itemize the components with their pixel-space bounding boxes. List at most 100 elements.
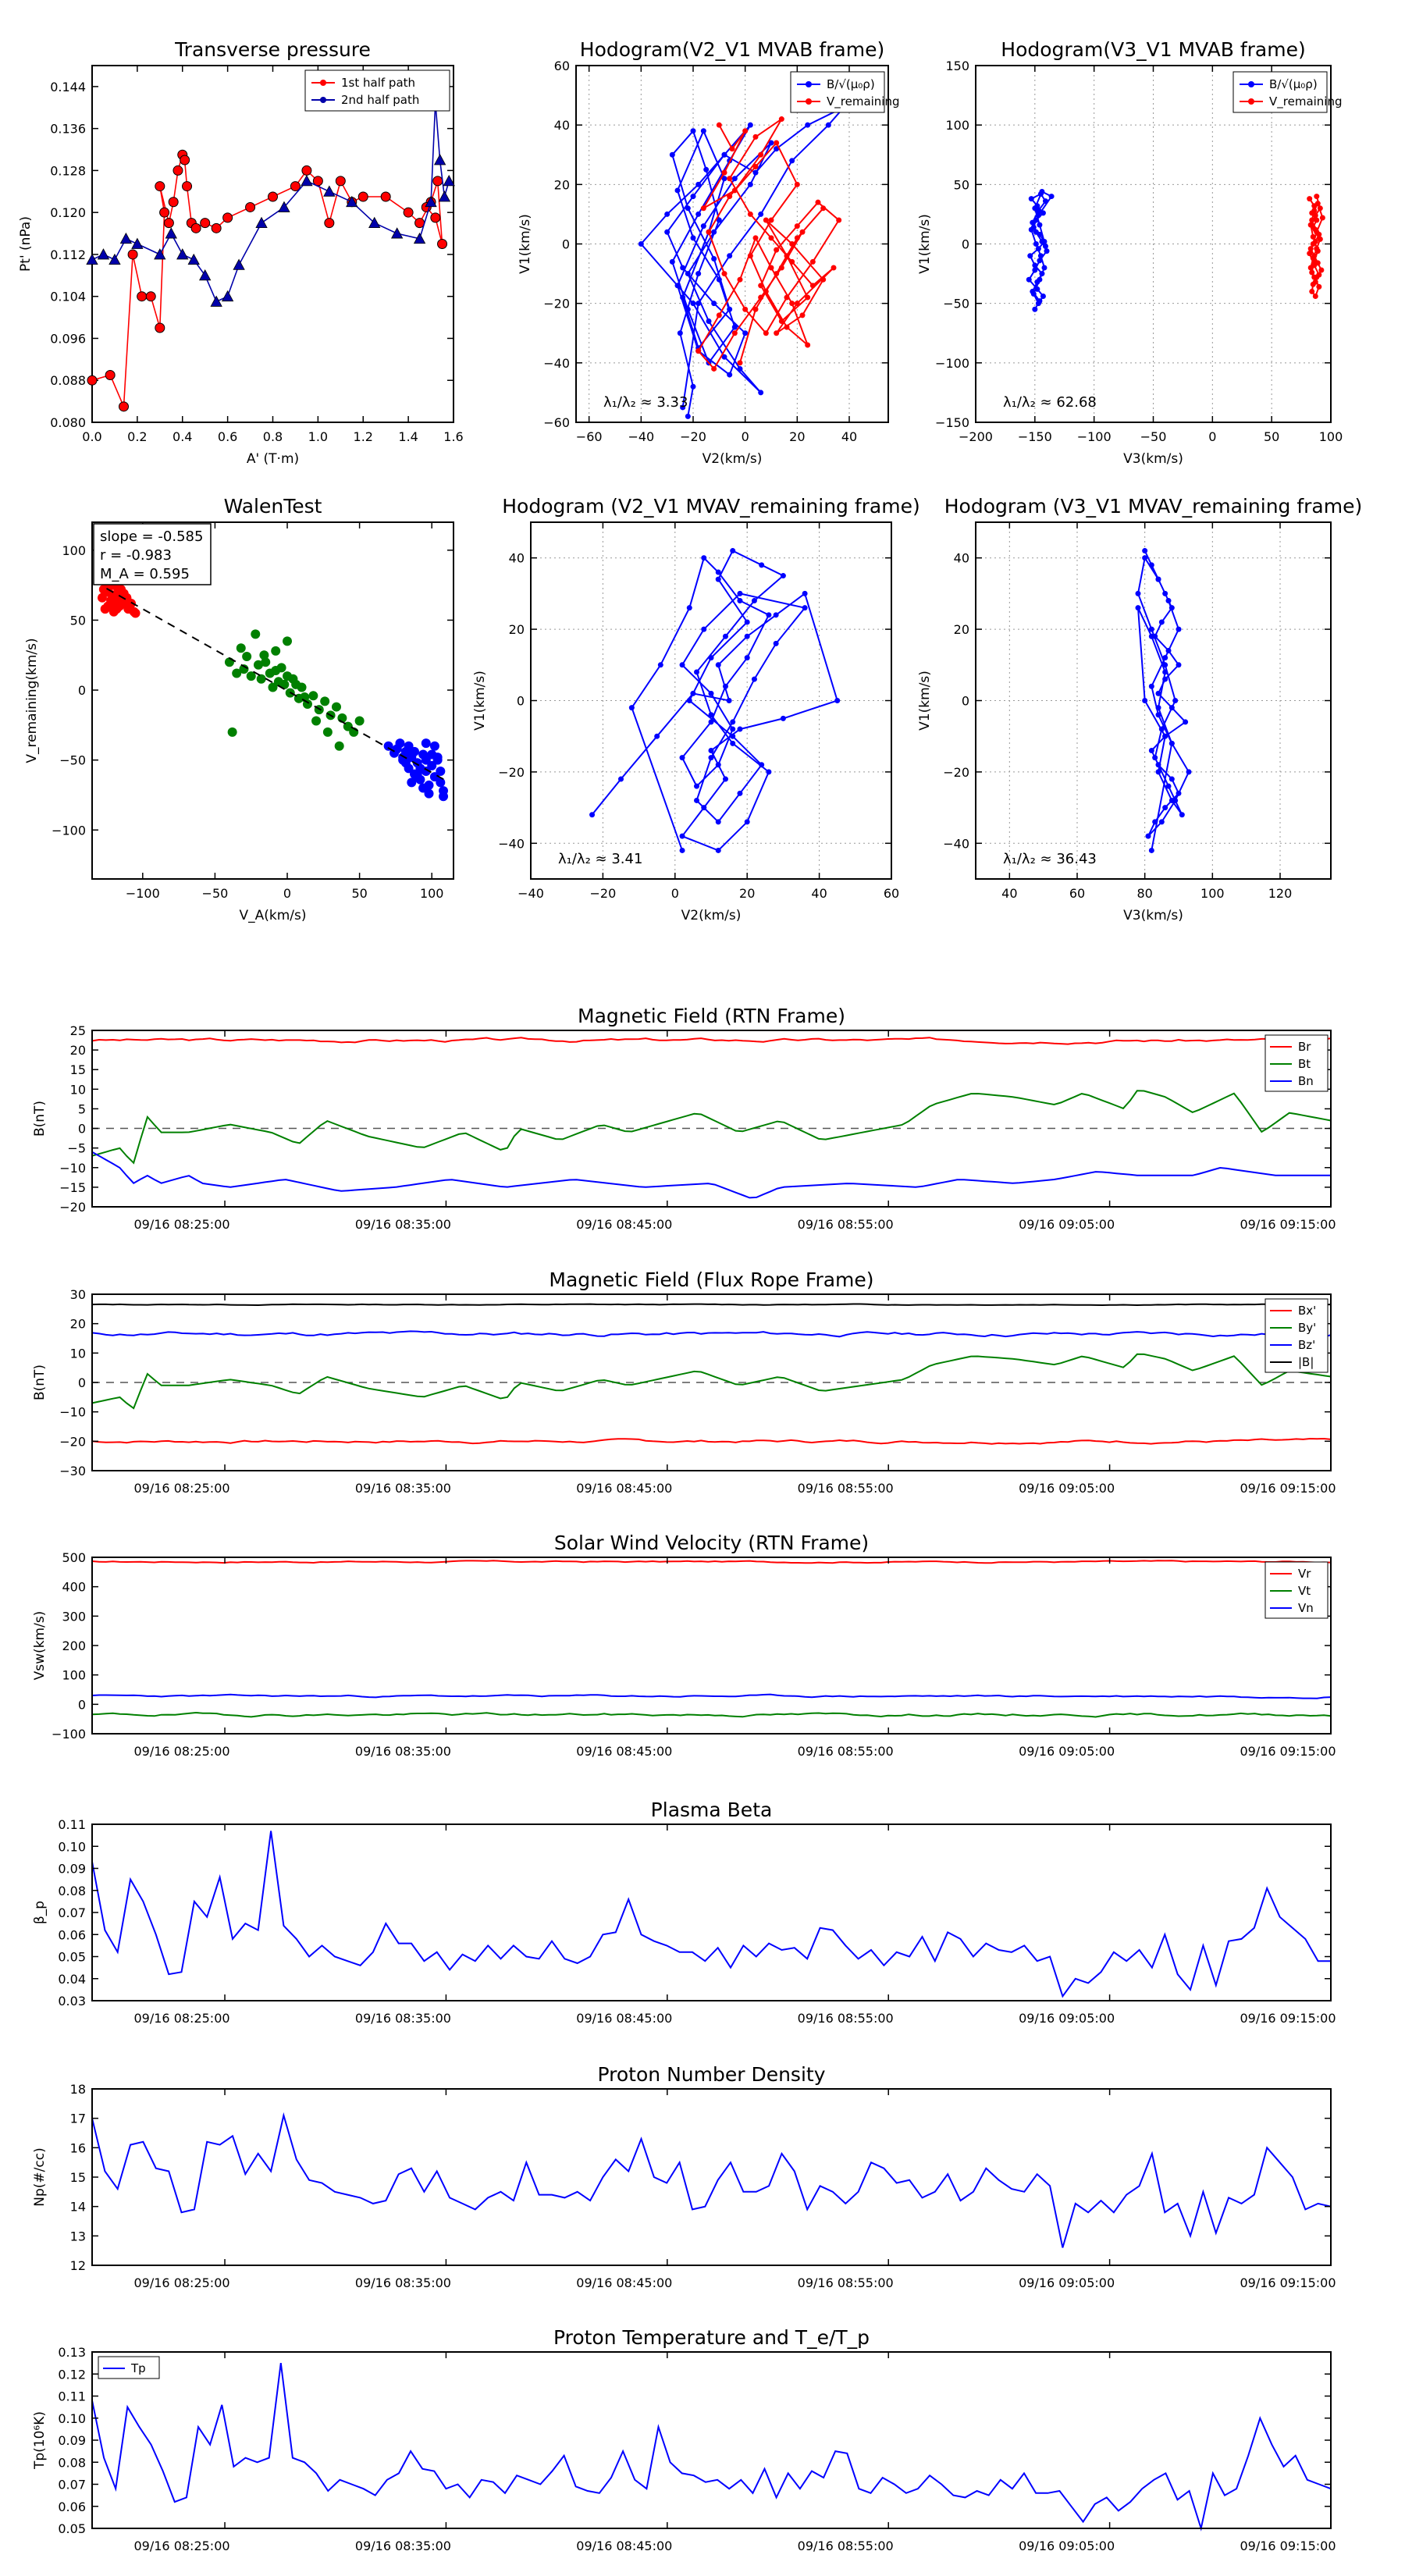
x-tick-label: 0 <box>1208 429 1216 444</box>
time-tick-label: 09/16 08:35:00 <box>355 2275 451 2290</box>
data-point <box>730 733 736 739</box>
legend-label: Bt <box>1298 1057 1311 1071</box>
time-tick-label: 09/16 08:45:00 <box>576 1217 672 1232</box>
walen-point-2 <box>392 744 402 754</box>
chart-title: Hodogram(V3_V1 MVAB frame) <box>1001 38 1305 61</box>
data-point <box>173 165 183 176</box>
data-point <box>301 175 313 187</box>
data-point <box>1035 212 1041 219</box>
y-tick-label: 50 <box>954 177 969 192</box>
walen-point-1 <box>227 727 237 737</box>
data-point <box>778 116 784 123</box>
time-tick-label: 09/16 08:45:00 <box>576 2011 672 2026</box>
time-tick-label: 09/16 09:15:00 <box>1240 1481 1336 1496</box>
x-tick-label: 50 <box>351 886 367 901</box>
data-point <box>233 258 245 270</box>
data-point <box>715 576 721 582</box>
chart-title: Hodogram (V2_V1 MVAV_remaining frame) <box>502 495 920 518</box>
walen-point-0 <box>103 601 113 611</box>
data-point <box>664 211 670 217</box>
x-tick-label: 80 <box>1136 886 1152 901</box>
walen-point-1 <box>246 671 256 681</box>
data-point <box>815 199 821 205</box>
series-line-Bt <box>91 1090 1332 1165</box>
data-point <box>679 833 685 839</box>
data-point <box>211 222 222 233</box>
data-point <box>433 154 446 165</box>
x-tick-label: −20 <box>680 429 706 444</box>
walen-point-1 <box>232 668 242 678</box>
walen-point-1 <box>276 663 286 673</box>
time-tick-label: 09/16 08:25:00 <box>134 1217 230 1232</box>
y-tick-label: 18 <box>70 2082 86 2097</box>
y-tick-label: 0 <box>78 1122 86 1137</box>
y-tick-label: 13 <box>70 2229 86 2243</box>
x-tick-label: 0.0 <box>82 429 101 444</box>
y-tick-label: 0.13 <box>58 2345 86 2360</box>
data-point <box>425 195 437 208</box>
time-tick-label: 09/16 09:15:00 <box>1240 1217 1336 1232</box>
walen-point-0 <box>119 589 129 599</box>
data-point <box>685 413 691 419</box>
time-tick-label: 09/16 09:15:00 <box>1240 1744 1336 1759</box>
data-point <box>727 306 733 312</box>
data-point <box>1318 267 1325 273</box>
time-tick-label: 09/16 08:35:00 <box>355 1217 451 1232</box>
time-tick-label: 09/16 09:05:00 <box>1019 1481 1115 1496</box>
y-tick-label: −100 <box>52 823 86 838</box>
data-point <box>708 690 714 696</box>
data-point <box>679 662 685 668</box>
panel-mag_fr: 09/16 08:25:00 09/16 08:35:00 09/16 08:45:… <box>32 1268 1336 1496</box>
time-tick-label: 09/16 09:15:00 <box>1240 2275 1336 2290</box>
data-point <box>716 217 722 223</box>
walen-point-1 <box>256 674 266 684</box>
data-point <box>752 169 759 176</box>
walen-point-2 <box>436 767 446 777</box>
y-tick-label: 0.12 <box>58 2367 86 2382</box>
data-point <box>1162 733 1168 739</box>
data-point <box>744 633 750 639</box>
series-line-Br <box>91 1037 1332 1045</box>
y-tick-label: 40 <box>509 551 525 566</box>
data-point <box>1317 205 1323 212</box>
y-tick-label: −20 <box>498 765 525 780</box>
data-point <box>690 128 696 134</box>
panel-h3: −40 −20 0 20 40 60 −40 −20 0 20 40 Hodogram (V2_V1 … <box>472 495 920 923</box>
y-tick-label: 10 <box>70 1346 86 1361</box>
data-point <box>1035 301 1041 307</box>
data-point <box>654 733 660 739</box>
data-point <box>1034 286 1040 292</box>
data-point <box>413 232 426 244</box>
y-tick-label: 5 <box>78 1101 86 1116</box>
y-tick-label: 400 <box>62 1580 86 1595</box>
panel-tp: 09/16 08:25:00 09/16 08:35:00 09/16 08:45:… <box>32 2326 1336 2553</box>
data-point <box>1311 258 1318 264</box>
data-point <box>1155 762 1161 768</box>
y-tick-label: −20 <box>943 765 969 780</box>
series-line-Bx' <box>91 1437 1332 1445</box>
data-point <box>1312 294 1318 300</box>
data-point <box>706 229 712 235</box>
x-tick-label: 100 <box>1319 429 1343 444</box>
data-point <box>690 194 696 200</box>
data-point <box>794 235 800 241</box>
data-point <box>1312 212 1318 219</box>
data-point <box>1039 238 1045 244</box>
data-point <box>1048 194 1055 200</box>
stats-box <box>93 523 212 585</box>
data-point <box>1148 683 1154 689</box>
y-axis-label: V1(km/s) <box>917 671 933 731</box>
y-tick-label: −60 <box>543 415 570 430</box>
legend-label: Br <box>1298 1040 1311 1054</box>
y-tick-label: 25 <box>70 1023 86 1038</box>
series-line-beta <box>91 1831 1331 1998</box>
x-tick-label: 20 <box>789 429 805 444</box>
x-tick-label: −40 <box>518 886 544 901</box>
panel-h2: −200 −150 −100 −50 0 50 100−150−100−5005010015… <box>917 38 1343 467</box>
data-point <box>674 283 681 289</box>
series-line-0 <box>1136 550 1190 851</box>
time-tick-label: 09/16 08:35:00 <box>355 2011 451 2026</box>
panel-vsw: 09/16 08:25:00 09/16 08:35:00 09/16 08:45:… <box>32 1532 1336 1759</box>
x-tick-label: −50 <box>1140 429 1167 444</box>
y-tick-label: −15 <box>59 1180 86 1195</box>
